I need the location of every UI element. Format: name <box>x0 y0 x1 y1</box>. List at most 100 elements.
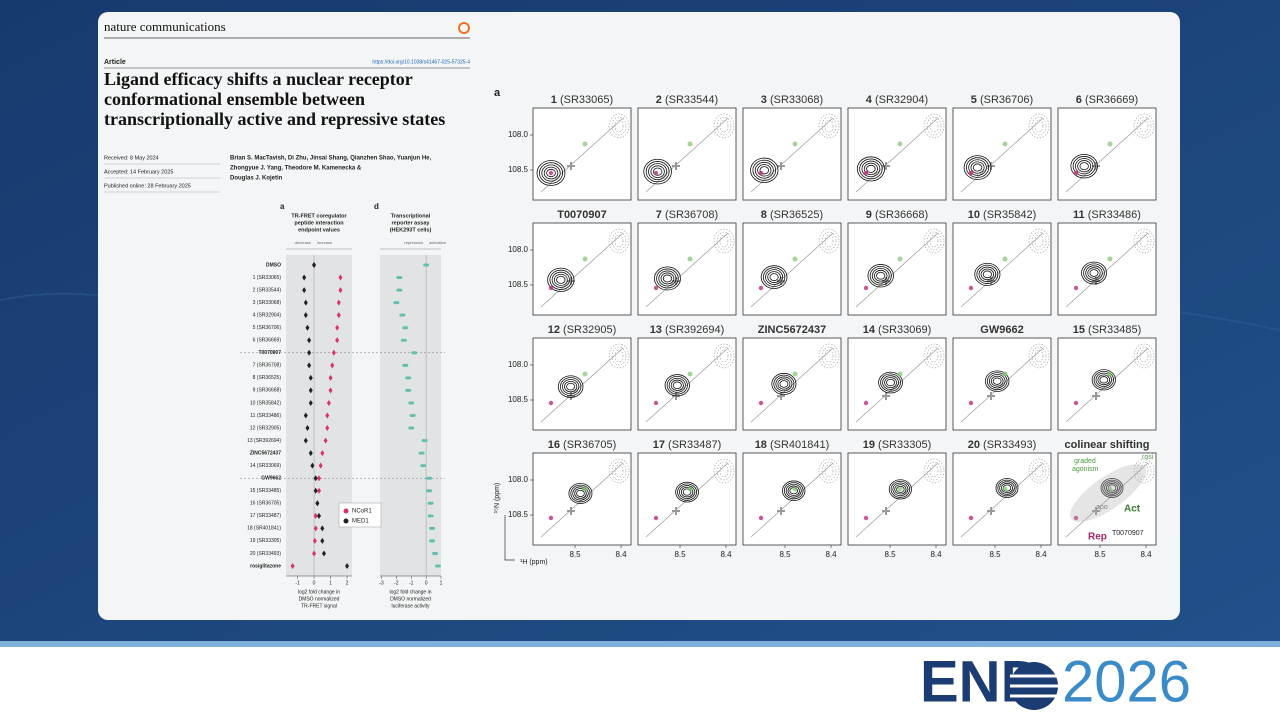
dot <box>405 388 412 392</box>
row-label: 15 (SR33485) <box>250 488 281 494</box>
dot <box>338 274 343 281</box>
dot <box>305 324 310 331</box>
panel-title: 20 (SR33493) <box>968 439 1037 451</box>
row-label: 16 (SR36705) <box>250 501 281 507</box>
contour <box>536 160 566 186</box>
contour <box>648 163 668 181</box>
rep-peak <box>548 515 554 521</box>
dot <box>435 564 442 568</box>
authors: Douglas J. Kojetin <box>230 176 283 182</box>
row-label: 4 (SR32904) <box>253 312 282 318</box>
act-peak <box>792 486 798 492</box>
diagonal <box>855 347 939 423</box>
paper-title: conformational ensemble between <box>104 89 365 109</box>
y-tick-label: 108.5 <box>508 280 529 289</box>
x-tick-label: 8.5 <box>884 550 896 559</box>
date: Published online: 28 February 2025 <box>104 183 191 189</box>
ghost-contour <box>923 228 945 254</box>
contour <box>997 479 1017 497</box>
contour <box>576 489 585 498</box>
contour <box>890 480 911 498</box>
legend-swatch <box>343 508 349 514</box>
dot <box>328 374 333 381</box>
hint: repression <box>404 240 423 245</box>
row-label: 1 (SR33065) <box>253 275 282 281</box>
dot <box>338 287 343 294</box>
dot <box>305 425 310 432</box>
diagonal <box>855 117 939 193</box>
contour <box>660 272 675 285</box>
ghost-contour <box>719 119 729 133</box>
footer-stripe <box>0 641 1280 647</box>
diagonal <box>645 232 729 308</box>
rep-peak <box>653 400 659 406</box>
y-tick-label: 108.0 <box>508 475 529 484</box>
panel-title: endpoint values <box>298 227 340 233</box>
contour <box>785 483 802 498</box>
x-tick-label: -1 <box>295 580 300 586</box>
contour <box>863 162 878 176</box>
contour <box>771 372 797 395</box>
x-tick-label: 8.4 <box>1035 550 1047 559</box>
panel-number: 14 <box>863 324 878 336</box>
contour <box>656 268 679 289</box>
contour <box>992 377 1002 385</box>
contour <box>984 370 1010 392</box>
contour <box>859 158 883 180</box>
y-tick-label: 108.5 <box>508 165 529 174</box>
dot <box>408 426 415 430</box>
diagonal <box>855 232 939 308</box>
diagonal <box>1065 462 1149 538</box>
dot <box>315 500 320 507</box>
rep-peak <box>548 285 554 291</box>
contour <box>658 270 677 287</box>
act-peak <box>897 486 903 492</box>
x-axis-label: log2 fold change in <box>298 589 340 595</box>
contour <box>1106 482 1119 494</box>
ghost-contour <box>824 349 834 363</box>
panel-number: 3 <box>761 94 770 106</box>
panel-number: GW9662 <box>980 324 1023 336</box>
dot <box>313 487 318 494</box>
ghost-contour <box>1034 349 1044 363</box>
apo-cross <box>672 507 680 515</box>
act-peak <box>792 256 798 262</box>
journal: nature communications <box>104 19 226 34</box>
contour <box>972 163 983 172</box>
panel-title: T0070907 <box>557 209 607 221</box>
panel-code: (SR33305) <box>878 439 931 451</box>
dot <box>411 351 418 355</box>
panel-title: 16 (SR36705) <box>548 439 617 451</box>
contour <box>1089 269 1099 277</box>
panel-number: 4 <box>866 94 875 106</box>
x-tick-label: 8.5 <box>989 550 1001 559</box>
contour <box>894 484 907 495</box>
ghost-contour <box>608 343 630 369</box>
x-tick-label: 1 <box>329 580 332 586</box>
contour <box>672 381 682 390</box>
x-tick-label: 0 <box>425 580 428 586</box>
rep-peak <box>548 170 554 176</box>
contour <box>978 266 997 283</box>
panel-code: (SR33068) <box>770 94 823 106</box>
ghost-contour <box>611 231 627 251</box>
diagonal <box>960 347 1044 423</box>
contour <box>980 268 995 281</box>
panel-code: (SR33486) <box>1088 209 1141 221</box>
contour <box>869 266 892 286</box>
panel-code: (SR36706) <box>980 94 1033 106</box>
ghost-contour <box>1133 458 1155 484</box>
act-peak <box>792 371 798 377</box>
apo-cross <box>882 507 890 515</box>
dot <box>325 425 330 432</box>
y-tick-label: 108.5 <box>508 510 529 519</box>
panel-number: 2 <box>656 94 665 106</box>
contour <box>551 271 570 288</box>
ghost-contour <box>716 346 732 366</box>
panel-title: 9 (SR36668) <box>866 209 928 221</box>
panel-title: 5 (SR36706) <box>971 94 1033 106</box>
y-tick-label: 108.0 <box>508 130 529 139</box>
act-peak <box>687 256 693 262</box>
dot <box>326 399 331 406</box>
dot <box>429 539 436 543</box>
